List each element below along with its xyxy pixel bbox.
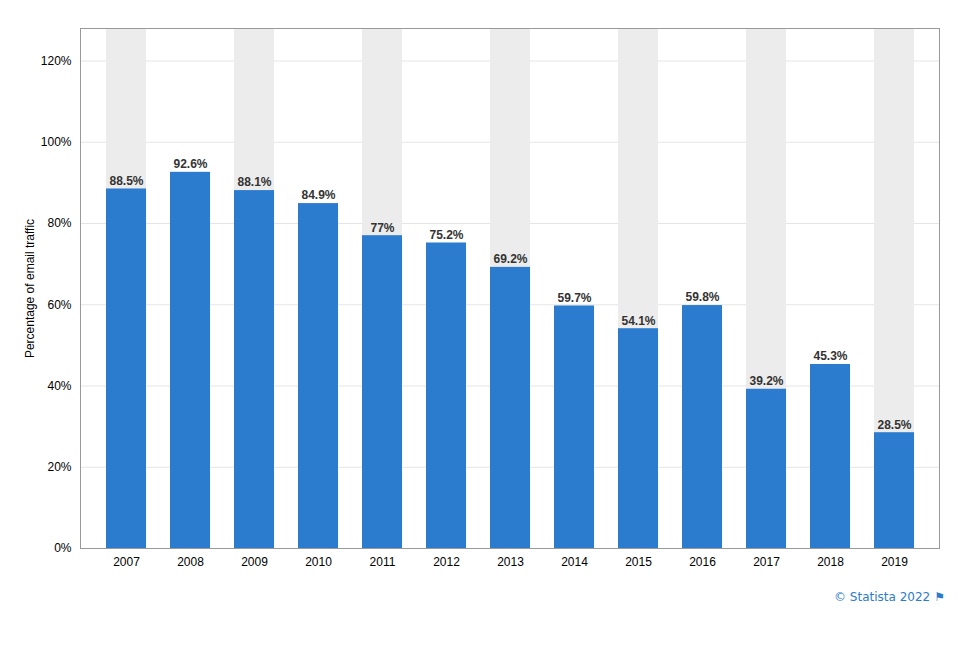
svg-text:2010: 2010	[305, 555, 332, 569]
svg-text:120%: 120%	[41, 54, 72, 68]
svg-text:54.1%: 54.1%	[621, 314, 655, 328]
svg-text:2019: 2019	[881, 555, 908, 569]
svg-text:59.7%: 59.7%	[557, 291, 591, 305]
svg-text:100%: 100%	[41, 135, 72, 149]
svg-text:84.9%: 84.9%	[301, 188, 335, 202]
svg-text:60%: 60%	[47, 298, 71, 312]
svg-text:2017: 2017	[753, 555, 780, 569]
svg-text:40%: 40%	[47, 379, 71, 393]
svg-text:39.2%: 39.2%	[749, 374, 783, 388]
svg-text:2007: 2007	[113, 555, 140, 569]
svg-text:2011: 2011	[370, 555, 396, 569]
svg-text:80%: 80%	[47, 216, 71, 230]
svg-text:77%: 77%	[370, 221, 394, 235]
svg-text:2015: 2015	[625, 555, 652, 569]
svg-text:Percentage of email traffic: Percentage of email traffic	[23, 219, 37, 358]
svg-text:0%: 0%	[54, 541, 72, 555]
svg-text:2013: 2013	[497, 555, 524, 569]
svg-text:59.8%: 59.8%	[685, 290, 719, 304]
svg-text:69.2%: 69.2%	[493, 252, 527, 266]
svg-text:92.6%: 92.6%	[173, 157, 207, 171]
svg-text:2008: 2008	[177, 555, 204, 569]
html-text:© Statista 2022 ⚑: © Statista 2022 ⚑	[834, 590, 945, 604]
svg-text:2018: 2018	[817, 555, 844, 569]
svg-text:2014: 2014	[561, 555, 588, 569]
svg-text:45.3%: 45.3%	[813, 349, 847, 363]
svg-text:28.5%: 28.5%	[877, 418, 911, 432]
svg-text:2009: 2009	[241, 555, 268, 569]
svg-text:88.1%: 88.1%	[237, 175, 271, 189]
svg-text:75.2%: 75.2%	[429, 228, 463, 242]
svg-text:88.5%: 88.5%	[109, 174, 143, 188]
svg-text:2016: 2016	[689, 555, 716, 569]
svg-text:2012: 2012	[433, 555, 460, 569]
svg-text:20%: 20%	[47, 460, 71, 474]
